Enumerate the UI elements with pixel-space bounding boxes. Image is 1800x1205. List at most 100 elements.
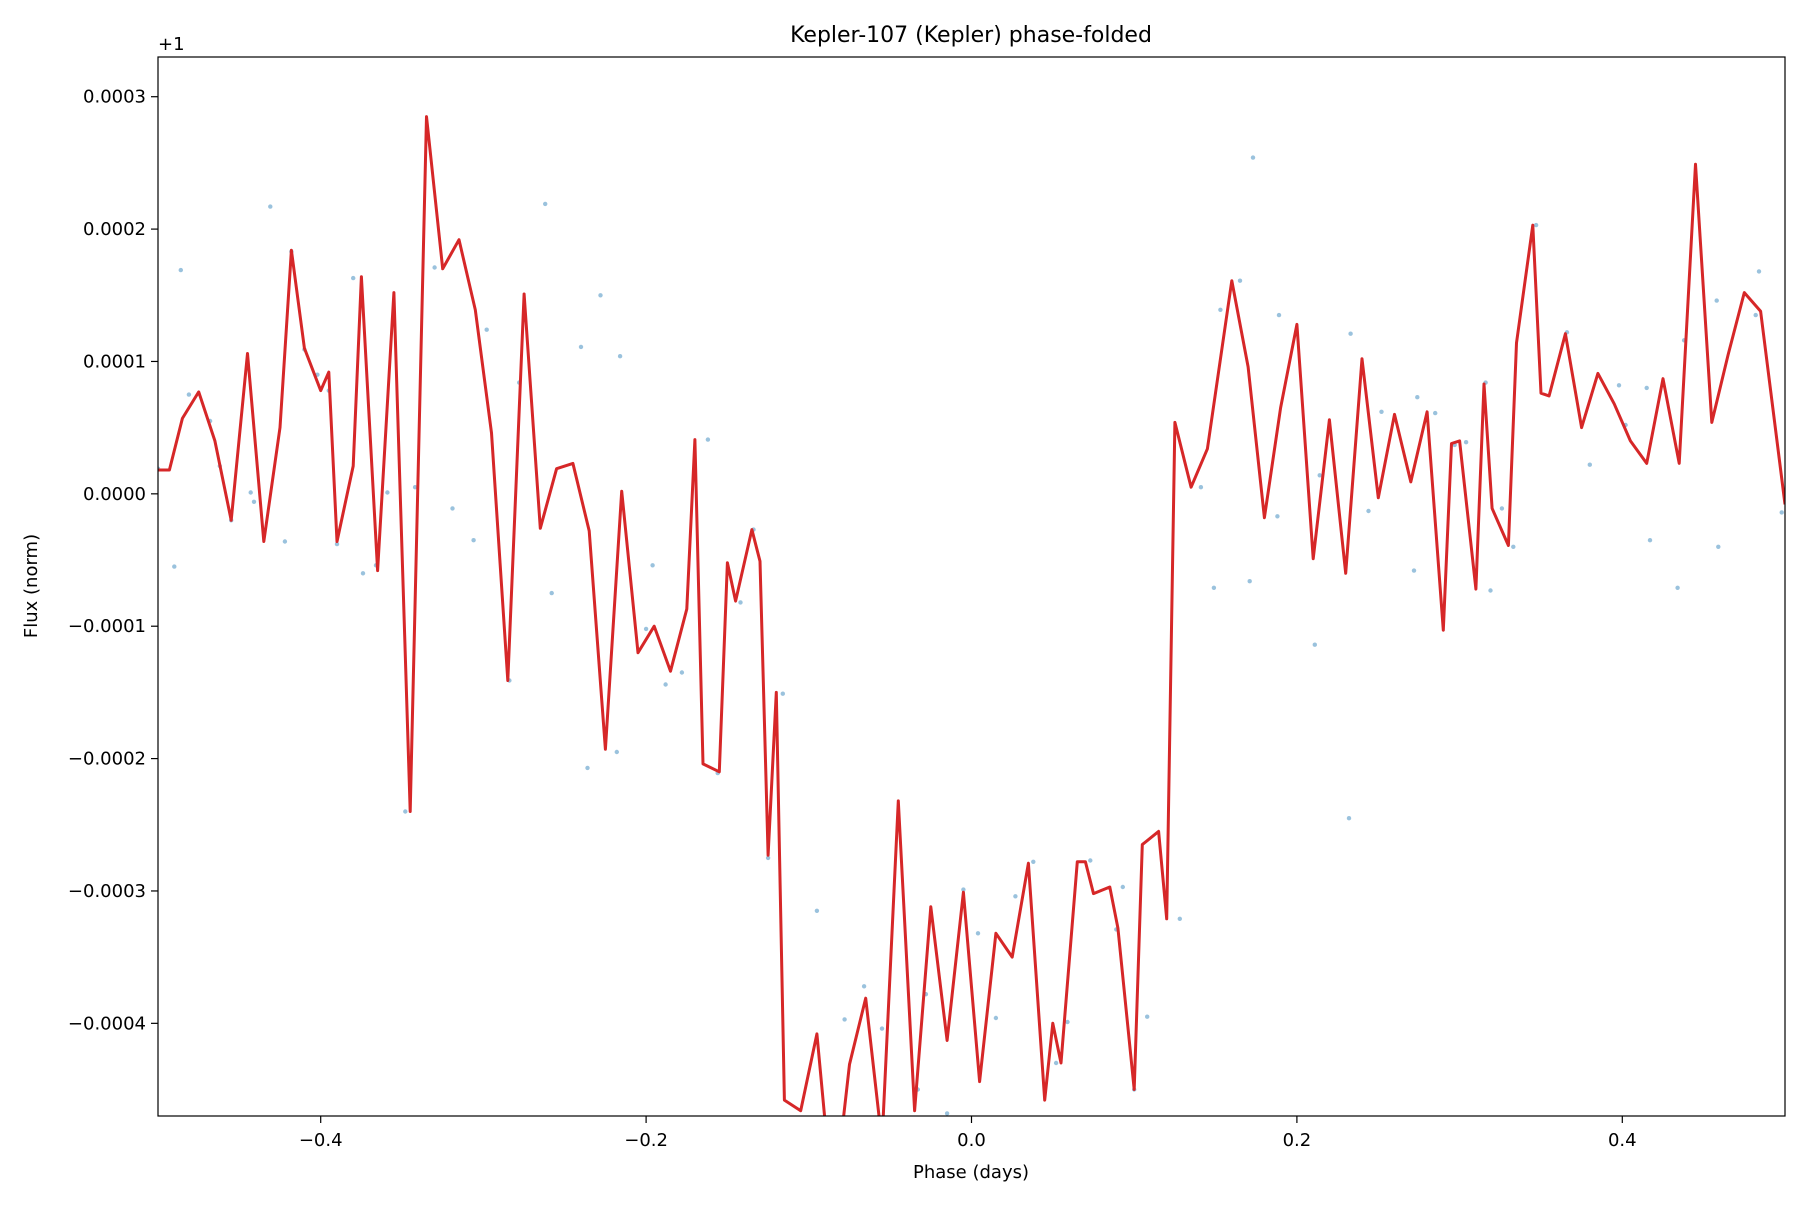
scatter-point xyxy=(1317,473,1322,478)
scatter-point xyxy=(178,267,183,273)
scatter-point xyxy=(1587,462,1593,467)
scatter-point xyxy=(1411,568,1417,573)
scatter-point xyxy=(1218,307,1223,312)
scatter-point xyxy=(172,564,177,569)
scatter-point xyxy=(1433,410,1438,416)
scatter-point xyxy=(471,538,476,543)
scatter-point xyxy=(1053,1060,1059,1066)
scatter-point xyxy=(1779,510,1784,515)
scatter-point xyxy=(1065,1019,1070,1025)
scatter-point xyxy=(1348,331,1353,336)
scatter-point xyxy=(765,855,771,861)
scatter-point xyxy=(1211,585,1217,590)
scatter-point xyxy=(1013,894,1018,899)
scatter-point xyxy=(412,485,418,490)
scatter-point xyxy=(1716,544,1721,549)
plot-area xyxy=(158,115,1785,1116)
scatter-point xyxy=(268,204,273,209)
scatter-point xyxy=(360,571,366,576)
scatter-point xyxy=(1198,485,1204,490)
y-tick-label: 0.0000 xyxy=(83,484,146,505)
scatter-point xyxy=(643,626,649,632)
y-tick-label: −0.0003 xyxy=(68,881,146,902)
scatter-point xyxy=(248,490,253,495)
scatter-point xyxy=(1247,579,1252,584)
scatter-point xyxy=(842,1017,847,1022)
scatter-point xyxy=(705,437,711,442)
y-tick-label: 0.0002 xyxy=(83,219,146,240)
y-tick-label: 0.0001 xyxy=(83,351,146,372)
scatter-point xyxy=(549,590,554,596)
scatter-point xyxy=(780,691,785,696)
scatter-point xyxy=(879,1026,885,1031)
scatter-point xyxy=(1366,508,1371,514)
y-axis: 0.0003 0.0002 0.0001 0.0000 −0.0001 −0.0002 −0… xyxy=(68,87,158,1034)
scatter-point xyxy=(975,931,981,936)
scatter-point xyxy=(961,887,966,892)
scatter-point xyxy=(1644,385,1649,391)
scatter-point xyxy=(1276,312,1282,318)
scatter-point xyxy=(1177,916,1183,921)
scatter-point xyxy=(543,201,548,207)
scatter-point xyxy=(1533,222,1539,228)
scatter-point xyxy=(186,392,192,397)
x-axis: −0.4 −0.2 0.0 0.2 0.4 xyxy=(299,1116,1637,1151)
scatter-point xyxy=(993,1015,999,1021)
scatter-point xyxy=(1675,585,1680,590)
scatter-point xyxy=(663,682,668,687)
scatter-point xyxy=(1756,269,1762,274)
scatter-point xyxy=(1714,298,1719,303)
scatter-point xyxy=(1031,859,1036,864)
x-tick-label: 0.0 xyxy=(957,1130,986,1151)
scatter-point xyxy=(617,354,623,359)
scatter-point xyxy=(351,275,356,281)
scatter-point xyxy=(614,749,619,755)
y-tick-label: −0.0001 xyxy=(68,616,146,637)
y-axis-label: Flux (norm) xyxy=(21,534,42,638)
scatter-point xyxy=(1511,544,1516,549)
scatter-point xyxy=(432,265,437,270)
scatter-point xyxy=(1616,383,1622,388)
scatter-point xyxy=(578,344,584,350)
x-axis-label: Phase (days) xyxy=(913,1162,1029,1183)
scatter-point xyxy=(1346,816,1352,821)
x-tick-label: 0.4 xyxy=(1608,1130,1637,1151)
scatter-point xyxy=(1463,440,1469,445)
scatter-point xyxy=(484,327,489,332)
scatter-point xyxy=(385,490,390,495)
scatter-point xyxy=(585,765,590,771)
y-tick-label: −0.0002 xyxy=(68,749,146,770)
scatter-point xyxy=(1647,538,1653,543)
scatter-point xyxy=(679,670,685,675)
scatter-point xyxy=(1120,884,1126,890)
scatter-point xyxy=(1088,858,1093,863)
chart-title: Kepler-107 (Kepler) phase-folded xyxy=(790,23,1152,48)
scatter-point xyxy=(944,1111,950,1116)
scatter-point xyxy=(1499,506,1505,511)
scatter-point xyxy=(738,600,743,605)
scatter-point xyxy=(1415,395,1420,400)
scatter-point xyxy=(1237,278,1243,283)
x-tick-label: −0.4 xyxy=(299,1130,343,1151)
scatter-point xyxy=(814,908,820,913)
scatter-point xyxy=(282,539,288,544)
x-tick-label: 0.2 xyxy=(1283,1130,1312,1151)
y-offset-label: +1 xyxy=(158,34,185,55)
y-tick-label: −0.0004 xyxy=(68,1013,146,1034)
scatter-point xyxy=(1250,155,1256,160)
y-tick-label: 0.0003 xyxy=(83,87,146,108)
scatter-point xyxy=(598,293,603,298)
scatter-point xyxy=(334,541,340,547)
scatter-point xyxy=(1488,588,1493,593)
scatter-point xyxy=(1379,409,1384,414)
x-tick-label: −0.2 xyxy=(624,1130,668,1151)
scatter-point xyxy=(1312,642,1318,647)
scatter-point xyxy=(403,809,408,814)
scatter-point xyxy=(450,506,455,511)
binned-flux-line xyxy=(158,115,1785,1116)
scatter-point xyxy=(861,984,867,989)
scatter-point xyxy=(251,499,257,504)
